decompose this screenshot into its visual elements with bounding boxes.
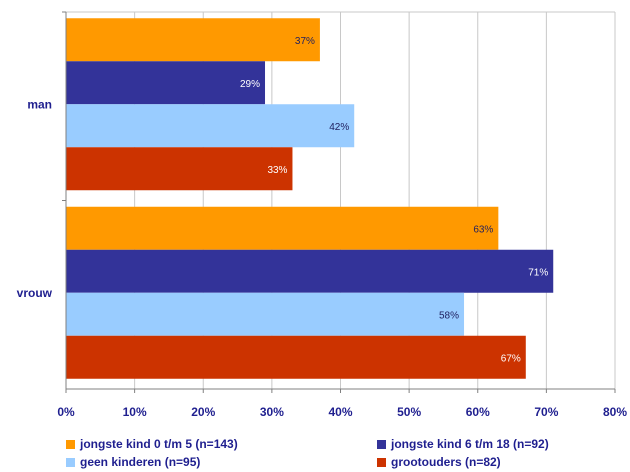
legend-swatch-1	[377, 439, 386, 449]
x-tick-label-5: 50%	[397, 405, 421, 419]
data-label-man-1: 29%	[240, 79, 260, 90]
bar-vrouw-0	[66, 206, 499, 250]
bar-vrouw-2	[66, 292, 465, 336]
legend: jongste kind 0 t/m 5 (n=143) jongste kin…	[66, 436, 626, 472]
bar-man-3	[66, 147, 293, 191]
bar-vrouw-1	[66, 249, 554, 293]
x-tick-label-8: 80%	[603, 405, 627, 419]
bar-man-0	[66, 18, 320, 62]
legend-label-0: jongste kind 0 t/m 5 (n=143)	[80, 437, 238, 451]
legend-item-1: jongste kind 6 t/m 18 (n=92)	[377, 436, 549, 452]
category-label-man: man	[27, 97, 52, 111]
data-label-vrouw-2: 58%	[439, 310, 459, 321]
category-label-vrouw: vrouw	[17, 286, 53, 300]
x-tick-label-4: 40%	[328, 405, 352, 419]
bar-man-1	[66, 61, 266, 105]
legend-item-3: grootouders (n=82)	[377, 454, 501, 470]
x-tick-label-2: 20%	[191, 405, 215, 419]
data-label-man-3: 33%	[267, 165, 287, 176]
legend-swatch-2	[66, 457, 75, 467]
data-label-vrouw-1: 71%	[528, 267, 548, 278]
data-label-man-0: 37%	[295, 36, 315, 47]
legend-label-3: grootouders (n=82)	[391, 455, 501, 469]
bars	[66, 18, 554, 379]
data-label-vrouw-0: 63%	[473, 224, 493, 235]
x-tick-labels: 0% 10% 20% 30% 40% 50% 60% 70% 80%	[57, 405, 627, 419]
data-labels: 37% 29% 42% 33% 63% 71% 58% 67%	[240, 36, 548, 365]
data-label-man-2: 42%	[329, 122, 349, 133]
x-tick-label-1: 10%	[123, 405, 147, 419]
x-tick-label-7: 70%	[534, 405, 558, 419]
legend-item-0: jongste kind 0 t/m 5 (n=143)	[66, 436, 238, 452]
legend-label-1: jongste kind 6 t/m 18 (n=92)	[391, 437, 549, 451]
legend-item-2: geen kinderen (n=95)	[66, 454, 200, 470]
legend-label-2: geen kinderen (n=95)	[80, 455, 201, 469]
bar-vrouw-3	[66, 335, 526, 379]
legend-swatch-3	[377, 457, 386, 467]
category-labels: man vrouw	[17, 97, 53, 300]
x-tick-label-6: 60%	[466, 405, 490, 419]
legend-swatch-0	[66, 439, 75, 449]
data-label-vrouw-3: 67%	[501, 353, 521, 364]
x-tick-label-3: 30%	[260, 405, 284, 419]
bar-man-2	[66, 104, 355, 148]
x-tick-label-0: 0%	[57, 405, 75, 419]
axes	[62, 11, 616, 393]
